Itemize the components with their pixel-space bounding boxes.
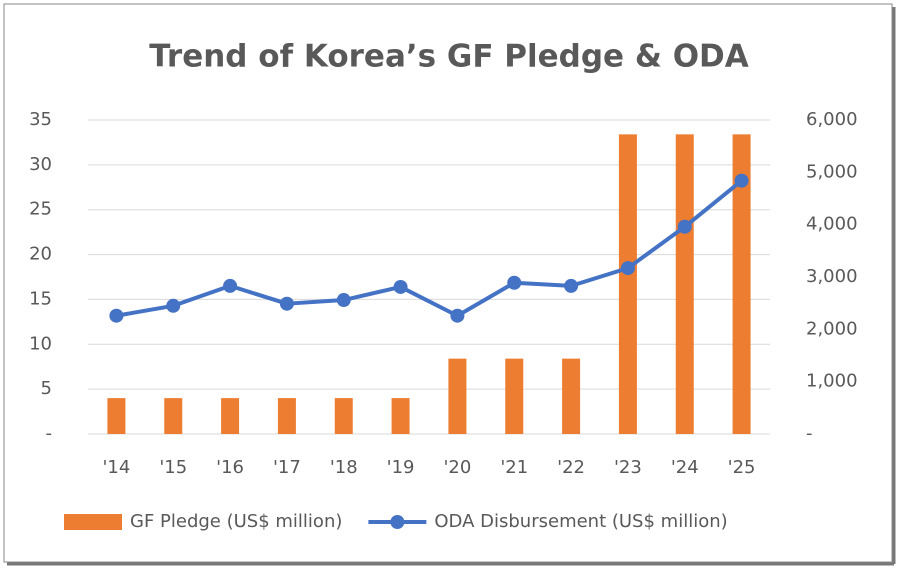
line [116, 179, 743, 318]
bar [334, 398, 353, 434]
bar [164, 398, 183, 434]
y-tick-label: - [46, 423, 53, 444]
bar [675, 134, 694, 434]
line-marker [620, 261, 635, 276]
y-tick-label: 35 [29, 109, 52, 130]
x-tick-label: '14 [102, 457, 130, 478]
bar [448, 358, 467, 434]
x-tick-label: '16 [216, 457, 244, 478]
y-tick-label: 15 [29, 288, 52, 309]
y2-tick-label: 6,000 [806, 109, 858, 130]
y-tick-label: 20 [29, 244, 52, 265]
legend-swatch [64, 514, 122, 530]
bar [221, 398, 240, 434]
line-marker [166, 298, 181, 313]
bar [277, 398, 296, 434]
y2-tick-label: 3,000 [806, 266, 858, 287]
y2-tick-label: 2,000 [806, 318, 858, 339]
line-marker [279, 296, 294, 311]
y2-tick-label: 1,000 [806, 371, 858, 392]
bar [107, 398, 126, 434]
x-tick-label: '18 [330, 457, 358, 478]
legend-marker [390, 515, 405, 529]
line-marker [450, 308, 465, 323]
chart-title: Trend of Korea’s GF Pledge & ODA [149, 39, 749, 75]
bar [505, 358, 524, 434]
bar [391, 398, 410, 434]
x-tick-label: '15 [159, 457, 187, 478]
y2-tick-label: 5,000 [806, 161, 858, 182]
y2-tick-label: 4,000 [806, 214, 858, 235]
x-tick-label: '23 [614, 457, 642, 478]
y2-tick-label: - [806, 423, 813, 444]
x-tick-label: '17 [273, 457, 301, 478]
legend-label: ODA Disbursement (US$ million) [434, 511, 727, 532]
line-marker [393, 279, 408, 294]
x-tick-label: '21 [500, 457, 528, 478]
x-tick-label: '25 [728, 457, 756, 478]
x-tick-label: '20 [443, 457, 471, 478]
x-tick-label: '24 [671, 457, 699, 478]
y-tick-label: 10 [29, 333, 52, 354]
x-tick-label: '22 [557, 457, 585, 478]
line-marker [109, 308, 124, 323]
chart-frame [3, 3, 893, 563]
line-marker [677, 219, 692, 234]
bar [618, 134, 637, 434]
line-marker [336, 293, 351, 308]
y-tick-label: 25 [29, 199, 52, 220]
y-tick-label: 30 [29, 154, 52, 175]
line-marker [223, 278, 238, 293]
y-tick-label: 5 [41, 378, 52, 399]
legend-label: GF Pledge (US$ million) [130, 511, 342, 532]
line-marker [507, 275, 522, 290]
x-tick-label: '19 [387, 457, 415, 478]
line-marker [734, 173, 749, 188]
line-marker [564, 278, 579, 293]
bar [562, 358, 581, 434]
bar [732, 134, 751, 434]
